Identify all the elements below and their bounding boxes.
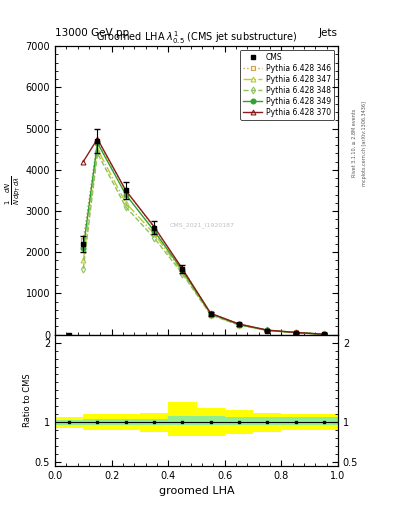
Y-axis label: Ratio to CMS: Ratio to CMS bbox=[23, 374, 32, 427]
Legend: CMS, Pythia 6.428 346, Pythia 6.428 347, Pythia 6.428 348, Pythia 6.428 349, Pyt: CMS, Pythia 6.428 346, Pythia 6.428 347,… bbox=[240, 50, 334, 120]
X-axis label: groomed LHA: groomed LHA bbox=[159, 486, 234, 496]
Text: 13000 GeV pp: 13000 GeV pp bbox=[55, 28, 129, 38]
Text: CMS_2021_I1920187: CMS_2021_I1920187 bbox=[170, 222, 235, 228]
Title: Groomed LHA $\lambda^{1}_{0.5}$ (CMS jet substructure): Groomed LHA $\lambda^{1}_{0.5}$ (CMS jet… bbox=[96, 29, 297, 46]
Text: Jets: Jets bbox=[319, 28, 338, 38]
Text: mcplots.cern.ch [arXiv:1306.3436]: mcplots.cern.ch [arXiv:1306.3436] bbox=[362, 101, 367, 186]
Y-axis label: $\frac{1}{N}\frac{dN}{dp_T\,d\lambda}$: $\frac{1}{N}\frac{dN}{dp_T\,d\lambda}$ bbox=[4, 176, 23, 205]
Text: Rivet 3.1.10, ≥ 2.8M events: Rivet 3.1.10, ≥ 2.8M events bbox=[352, 109, 357, 178]
